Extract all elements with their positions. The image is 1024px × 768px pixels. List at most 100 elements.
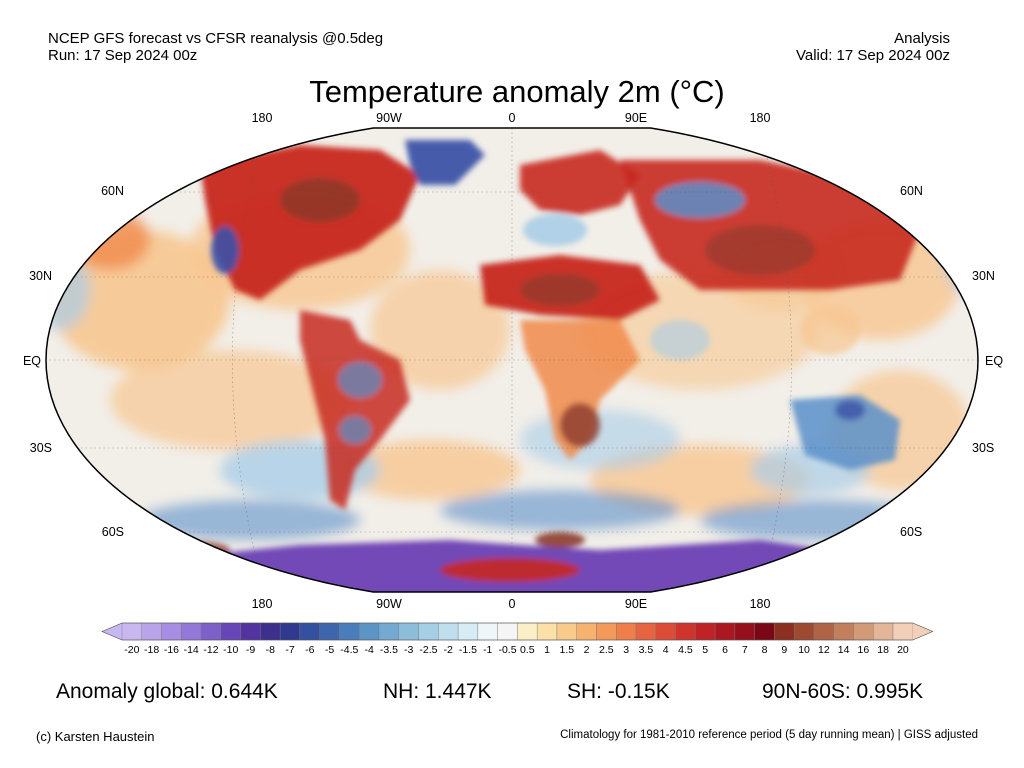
header-left: NCEP GFS forecast vs CFSR reanalysis @0.… [48,30,383,64]
colorbar-label: 2 [584,644,590,656]
lon-label-top: 180 [252,111,273,125]
colorbar-label: -1 [483,644,492,656]
north-america-hotspot [280,178,360,222]
lon-label-top: 90E [625,111,647,125]
colorbar-cell [536,622,558,641]
lat-label-left: 60S [102,525,124,539]
africa-warm [520,320,640,460]
colorbar-label: 9 [781,644,787,656]
land-anomalies [150,140,920,592]
anomaly-patch [440,490,680,530]
australia-cool [790,395,900,470]
colorbar-label: 12 [818,644,830,656]
lat-label-left: 30N [29,269,52,283]
colorbar-cell [398,622,419,641]
map-field [45,128,979,592]
colorbar-label: -2 [444,644,453,656]
anomaly-patch [110,350,350,450]
colorbar-label: -5 [325,644,334,656]
climatology-note: Climatology for 1981-2010 reference peri… [560,729,978,741]
graticule [45,128,979,592]
colorbar-label: 4.5 [678,644,693,656]
colorbar-label: -3 [404,644,413,656]
colorbar-cell [517,622,538,641]
stat-southern-hemisphere: SH: -0.15K [567,680,670,703]
colorbar-cell [141,622,162,641]
lon-label-top: 180 [750,111,771,125]
southern-africa-hot [560,403,600,447]
maritime-continent [800,305,860,355]
colorbar-cell [457,622,479,641]
colorbar-label: 14 [838,644,850,656]
lat-label-left: EQ [23,354,41,368]
western-us-cold [211,226,239,274]
siberia-cool [655,182,745,218]
colorbar-cell [596,622,617,641]
colorbar-label: 20 [897,644,909,656]
stat-90n-60s: 90N-60S: 0.995K [762,680,924,703]
colorbar-label: -4 [364,644,373,656]
colorbar-label: -2.5 [419,644,437,656]
colorbar-cell [339,622,360,641]
sahara-hotspot [520,274,600,306]
map-title: Temperature anomaly 2m (°C) [309,74,725,109]
colorbar-label: -16 [164,644,179,656]
colorbar-label: -8 [266,644,275,656]
colorbar-outline [101,622,934,641]
stat-global-anomaly: Anomaly global: 0.644K [56,680,278,703]
colorbar-cell [378,622,399,641]
run-time: Run: 17 Sep 2024 00z [48,47,198,64]
colorbar-label: 10 [798,644,810,656]
colorbar-cell [813,622,834,641]
lon-label-top: 90W [376,111,402,125]
south-america-cool [339,416,371,444]
colorbar-extend-max [912,623,933,640]
colorbar-cell [833,622,854,641]
colorbar-extend-min [102,623,122,640]
lat-label-left: 60N [101,184,124,198]
colorbar-cell [695,622,716,641]
anomaly-map: 180 90W 0 90E 180 180 90W 0 90E 180 60N … [23,111,1003,611]
colorbar-cell [279,622,301,641]
colorbar-cell [181,622,202,641]
colorbar-label: 6 [722,644,728,656]
north-america-warm [200,145,420,300]
colorbar-label: 1.5 [560,644,575,656]
colorbar-labels: -20 -18 -16 -14 -12 -10 -9 -8 -7 -6 -5 -4.5 -4 -3.5 -3… [124,644,909,656]
colorbar-label: -20 [124,644,139,656]
graticule-line [232,128,266,592]
colorbar-label: -1.5 [459,644,477,656]
colorbar-cell [220,622,241,641]
colorbar-cell [161,622,182,641]
colorbar-cell [873,622,894,641]
australia-coldspot [835,400,865,420]
colorbar-label: 0.5 [520,644,535,656]
colorbar-cell [200,622,222,641]
lat-label-left: 30S [30,441,52,455]
model-description: NCEP GFS forecast vs CFSR reanalysis @0.… [48,30,384,47]
colorbar-cell [477,622,498,641]
colorbar-label: -14 [184,644,199,656]
colorbar-cell [299,622,320,641]
colorbar-cell [774,622,795,641]
lon-label-bottom: 90E [625,597,647,611]
antarctica-warm [440,558,580,582]
colorbar-cell [240,622,261,641]
colorbar-label: -6 [305,644,314,656]
colorbar-label: -9 [246,644,255,656]
lat-label-right: 60N [900,184,923,198]
colorbar-cell [675,622,696,641]
colorbar-cell [616,622,637,641]
colorbar-cell [260,622,281,641]
colorbar-cell [892,622,914,641]
header-right: Analysis Valid: 17 Sep 2024 00z [796,30,950,64]
colorbar-cell [734,622,755,641]
colorbar-cell [319,622,340,641]
colorbar-label: 7 [742,644,748,656]
china-hotspot [705,225,815,275]
colorbar-label: 2.5 [599,644,614,656]
copyright: (c) Karsten Haustein [36,729,155,744]
lat-label-right: 60S [900,525,922,539]
colorbar-label: 18 [877,644,889,656]
valid-time: Valid: 17 Sep 2024 00z [795,47,950,64]
